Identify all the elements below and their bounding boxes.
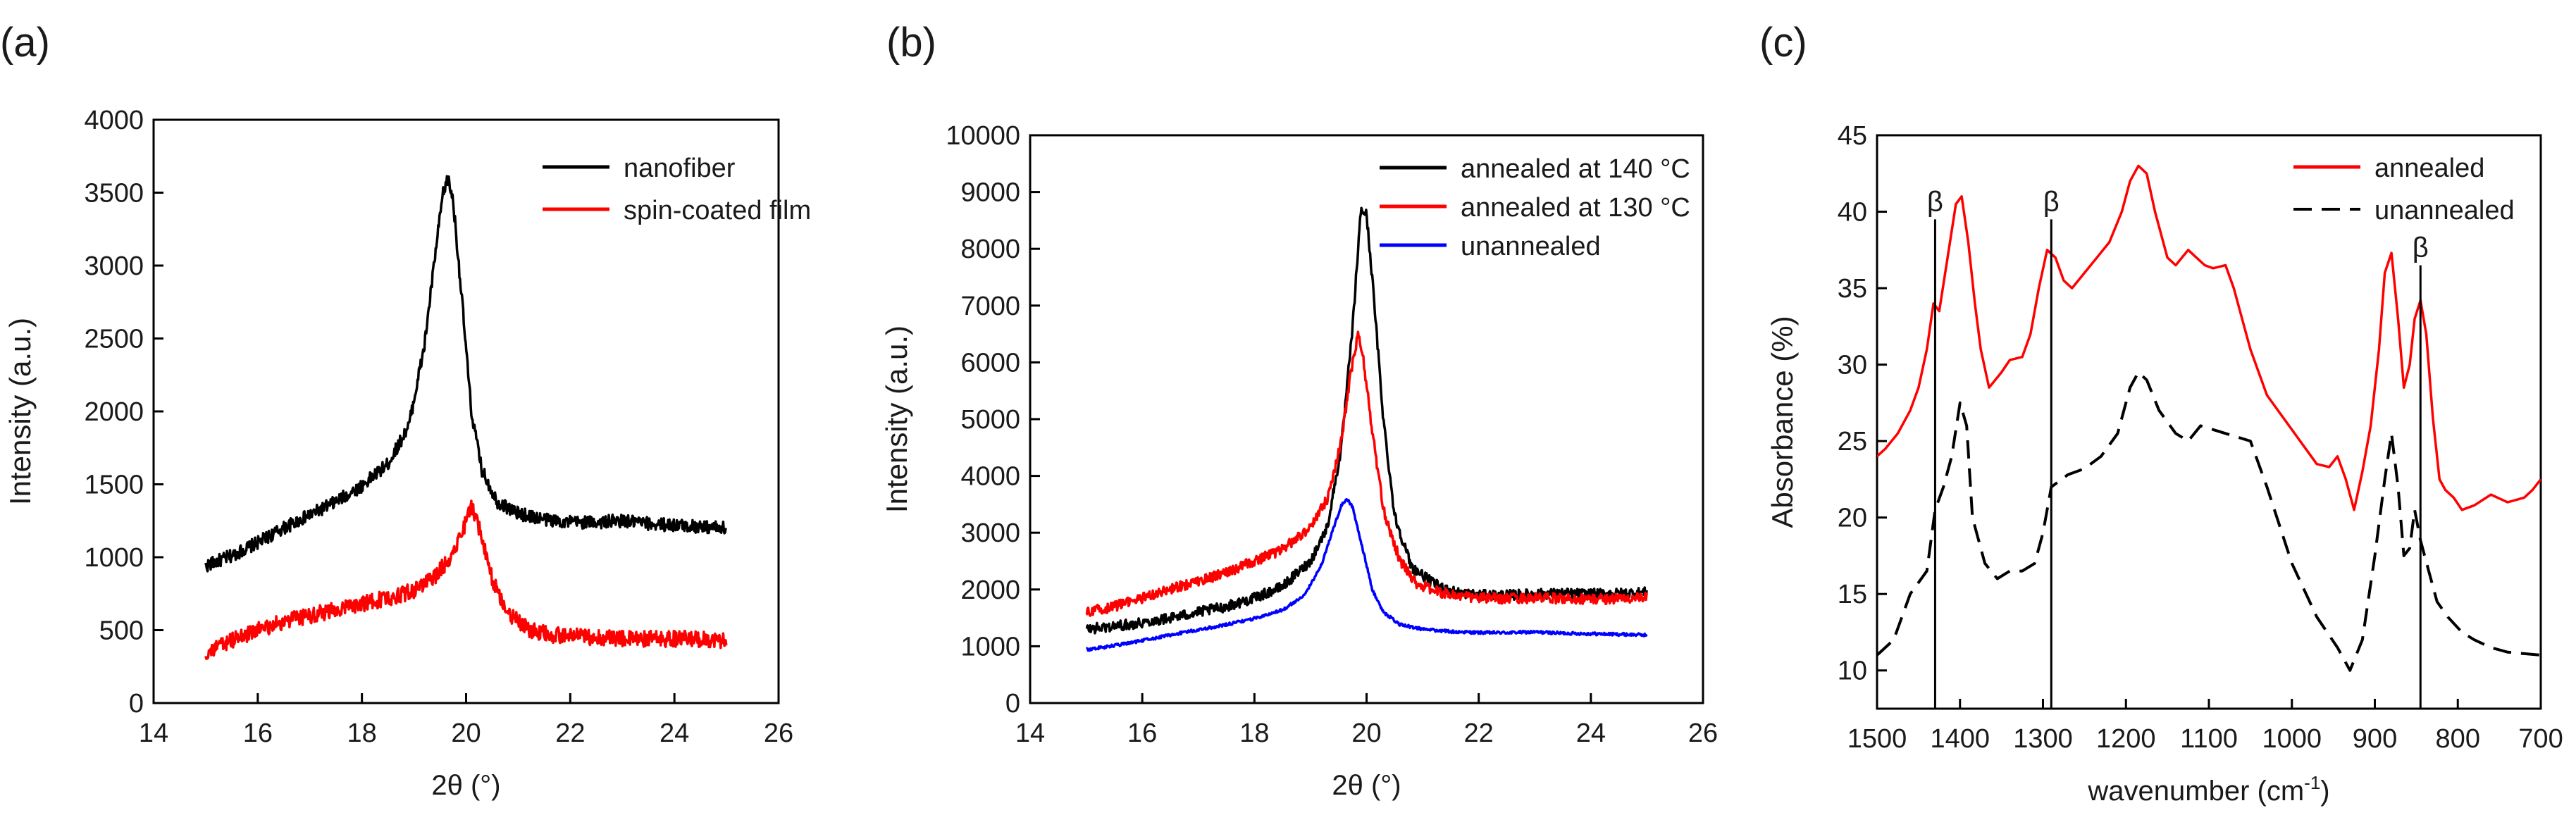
x-axis-label: 2θ (°) — [431, 770, 500, 801]
y-tick-label: 7000 — [960, 292, 1020, 321]
panel-a: (a) 14 16 18 20 22 24 26 0 500 1000 1500 2000 2500 300… — [0, 20, 811, 801]
x-tick-label: 20 — [1351, 719, 1381, 748]
y-tick-label: 2500 — [84, 325, 144, 354]
x-tick-label: 1300 — [2013, 724, 2073, 754]
x-tick-label: 1000 — [2262, 724, 2322, 754]
x-axis-label: wavenumber (cm-1) — [2087, 772, 2329, 807]
y-tick-label: 2000 — [960, 576, 1020, 605]
x-tick-label: 22 — [555, 719, 585, 748]
x-tick-label: 24 — [1576, 719, 1606, 748]
x-tick-label: 24 — [660, 719, 689, 748]
series-line-annealed — [1877, 164, 2541, 511]
panel-label: (b) — [886, 20, 936, 66]
legend-label: nanofiber — [624, 154, 736, 183]
y-tick-label: 1500 — [84, 471, 144, 500]
y-tick-label: 3000 — [84, 251, 144, 281]
y-tick-label: 0 — [129, 689, 144, 719]
panel-c: (c) 1500 1400 1300 1200 1100 1000 900 800 700 10 15… — [1759, 20, 2563, 807]
y-tick-label: 40 — [1838, 198, 1867, 228]
y-tick-label: 1000 — [84, 543, 144, 573]
x-tick-label: 18 — [1239, 719, 1269, 748]
y-tick-label: 3000 — [960, 518, 1020, 548]
y-axis-label: Absorbance (%) — [1766, 316, 1799, 528]
series-line-nanofiber — [204, 175, 728, 573]
y-tick-label: 25 — [1838, 427, 1867, 456]
x-tick-label: 22 — [1464, 719, 1494, 748]
series-group — [204, 175, 728, 660]
y-tick-label: 4000 — [84, 106, 144, 135]
x-tick-label: 20 — [451, 719, 481, 748]
x-tick-label: 18 — [347, 719, 377, 748]
y-tick-label: 15 — [1838, 580, 1867, 609]
x-tick-label: 14 — [1015, 719, 1045, 748]
panel-b: (b) 14 16 18 20 22 24 26 0 1000 2000 3000 4000 5000 60… — [880, 20, 1718, 801]
y-tick-label: 10 — [1838, 657, 1867, 686]
x-tick-label: 26 — [764, 719, 793, 748]
series-group — [1085, 206, 1648, 652]
x-axis-label: 2θ (°) — [1332, 770, 1401, 801]
y-tick-label: 30 — [1838, 351, 1867, 380]
legend-label: annealed at 130 °C — [1461, 193, 1690, 223]
y-tick-label: 3500 — [84, 179, 144, 209]
legend-label: annealed at 140 °C — [1461, 154, 1690, 184]
x-tick-label: 16 — [1127, 719, 1157, 748]
y-axis-label: Intensity (a.u.) — [4, 318, 37, 505]
y-tick-label: 45 — [1838, 121, 1867, 151]
x-tick-label: 1500 — [1847, 724, 1907, 754]
legend-label: unannealed — [2374, 196, 2515, 225]
panel-label: (c) — [1759, 20, 1807, 66]
x-tick-label: 800 — [2436, 724, 2480, 754]
x-tick-label: 1400 — [1930, 724, 1990, 754]
x-axis-label-text: 2θ (°) — [1332, 770, 1401, 801]
beta-marker-label: β — [2413, 232, 2429, 263]
y-tick-label: 4000 — [960, 462, 1020, 492]
y-tick-label: 5000 — [960, 405, 1020, 435]
beta-marker-label: β — [2043, 186, 2060, 217]
x-tick-label: 26 — [1688, 719, 1718, 748]
series-line-spin-coated-film — [204, 499, 728, 660]
series-line-annealed-at-130-c — [1085, 330, 1648, 617]
legend-label: spin-coated film — [624, 196, 811, 225]
y-axis-label: Intensity (a.u.) — [880, 325, 913, 513]
panel-label: (a) — [0, 20, 50, 66]
series-line-unannealed — [1877, 371, 2541, 672]
y-tick-label: 8000 — [960, 235, 1020, 264]
x-axis-label-text: 2θ (°) — [431, 770, 500, 801]
x-axis-label-text: wavenumber (cm — [2087, 776, 2304, 807]
y-tick-label: 35 — [1838, 274, 1867, 304]
x-tick-label: 700 — [2518, 724, 2563, 754]
series-group — [1877, 164, 2541, 672]
x-tick-label: 1100 — [2180, 724, 2238, 754]
x-axis-label-superscript: -1 — [2304, 772, 2320, 793]
x-axis-label-end: ) — [2320, 776, 2329, 807]
x-tick-label: 14 — [139, 719, 168, 748]
y-tick-label: 10000 — [946, 121, 1020, 151]
x-tick-label: 16 — [243, 719, 273, 748]
beta-marker-label: β — [1927, 186, 1943, 217]
y-tick-label: 6000 — [960, 348, 1020, 378]
legend-label: annealed — [2374, 154, 2484, 183]
x-tick-label: 900 — [2353, 724, 2397, 754]
x-tick-label: 1200 — [2096, 724, 2156, 754]
y-tick-label: 0 — [1005, 689, 1020, 719]
legend-label: unannealed — [1461, 232, 1601, 261]
y-tick-label: 500 — [99, 616, 144, 646]
y-tick-label: 20 — [1838, 504, 1867, 533]
series-line-unannealed — [1085, 497, 1648, 652]
y-tick-label: 2000 — [84, 397, 144, 427]
y-tick-label: 1000 — [960, 632, 1020, 661]
y-tick-label: 9000 — [960, 178, 1020, 208]
